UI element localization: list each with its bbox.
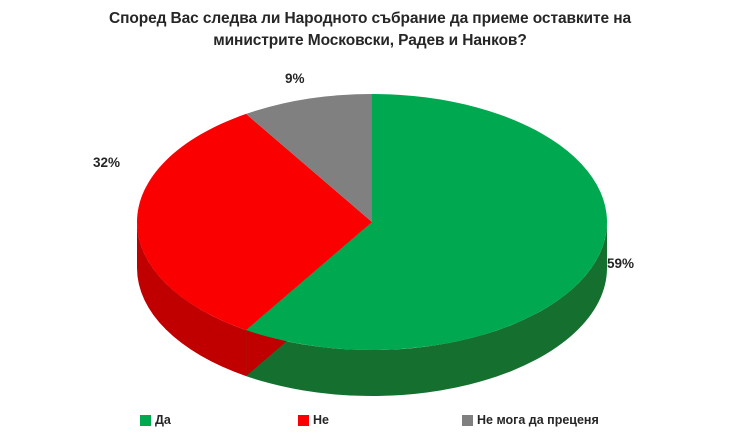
legend-label-ne: Не <box>313 412 329 427</box>
chart-title: Според Вас следва ли Народното събрание … <box>60 8 680 53</box>
legend-item-ne[interactable]: Не <box>298 410 329 430</box>
legend-item-nemoga[interactable]: Не мога да преценя <box>462 410 599 430</box>
legend-item-da[interactable]: Да <box>140 410 171 430</box>
chart-title-line-2: министрите Московски, Радев и Нанков? <box>213 32 527 50</box>
legend-swatch-da <box>140 414 151 426</box>
legend-label-nemoga: Не мога да преценя <box>477 412 599 427</box>
data-label-da: 59% <box>607 256 635 271</box>
pie-slice-Не мога да преценя[interactable] <box>246 94 372 222</box>
chart-legend: Да Не Не мога да преценя <box>0 410 740 440</box>
pie-slice-Да[interactable] <box>246 94 608 350</box>
pie-svg <box>136 94 608 396</box>
data-label-ne: 32% <box>93 155 121 170</box>
pie-slice-Не[interactable] <box>136 113 372 331</box>
data-label-nemoga: 9% <box>285 71 305 86</box>
legend-label-da: Да <box>155 412 171 427</box>
pie-wall-0 <box>246 222 608 396</box>
pie-top-slices <box>136 94 608 350</box>
legend-swatch-nemoga <box>462 414 473 426</box>
pie-wall-1 <box>137 222 247 377</box>
plot-area <box>136 94 608 396</box>
legend-swatch-ne <box>298 414 309 426</box>
chart-title-line-1: Според Вас следва ли Народното събрание … <box>109 10 631 27</box>
